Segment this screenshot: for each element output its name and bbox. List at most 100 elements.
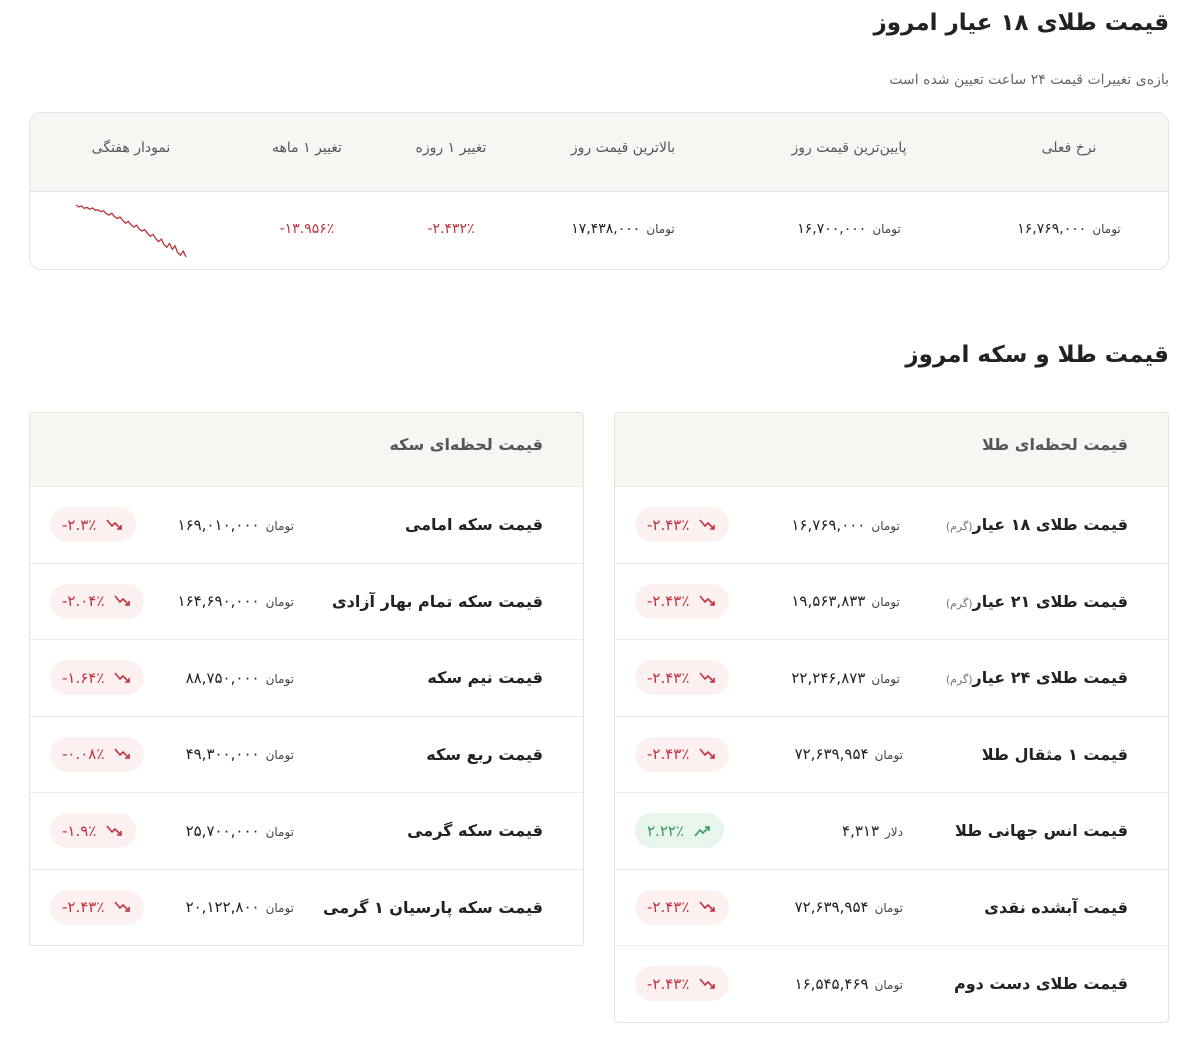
price: ۴,۳۱۳ (842, 821, 880, 840)
arrow-path (106, 518, 123, 530)
down-arrow (114, 671, 131, 683)
change: -۱.۹٪ (62, 821, 97, 840)
change: -۱۳.۹۵۶٪ (279, 221, 335, 237)
change: -۲.۳٪ (62, 515, 97, 534)
down-arrow (699, 901, 716, 912)
change-pill: -۲.۰۴٪ (50, 583, 145, 619)
item-name: قیمت نیم سکه (318, 668, 543, 687)
item-name: قیمت انس جهانی طلا (943, 821, 1128, 840)
price-cell: تومان ۲۵,۷۰۰,۰۰۰ (186, 822, 294, 840)
price-row: قیمت سکه تمام بهار آزادی تومان ۱۶۴,۶۹۰,۰۰۰… (30, 562, 583, 640)
page-title: قیمت طلای ۱۸ عیار امروز (873, 10, 1169, 36)
change-pill: -۲.۴۳٪ (635, 583, 730, 619)
change-pill: -۱.۹٪ (50, 813, 137, 848)
name-text: قیمت آبشده نقدی (984, 897, 1128, 917)
item-name: قیمت سکه پارسیان ۱ گرمی (318, 898, 543, 917)
arrow-path (114, 595, 131, 606)
change-cell: -۲.۴۳۲٪ (346, 221, 556, 237)
change-pill: -۲.۴۳٪ (635, 736, 730, 772)
unit: تومان (265, 595, 294, 610)
price-row: قیمت طلای ۱۸ عیار(گرم) تومان ۱۶,۷۶۹,۰۰۰ -۲.… (615, 486, 1168, 563)
price-row: قیمت طلای دست دوم تومان ۱۶,۵۴۵,۴۶۹ -۲.۴۳٪ (615, 945, 1168, 1022)
down-arrow (699, 748, 716, 759)
price-cell: تومان ۱۶,۷۶۹,۰۰۰ (964, 221, 1168, 237)
item-name: قیمت سکه گرمی (318, 821, 543, 840)
name-text: قیمت سکه پارسیان ۱ گرمی (323, 897, 543, 917)
name-text: قیمت طلای ۱۸ عیار (972, 515, 1128, 535)
item-name: قیمت طلای ۲۴ عیار(گرم) (940, 668, 1128, 687)
change-pill: ۲.۲۲٪ (635, 813, 724, 848)
name-text: قیمت نیم سکه (427, 668, 543, 688)
column-header: پایین‌ترین قیمت روز (791, 140, 907, 156)
down-arrow (114, 595, 131, 606)
price-cell: تومان ۷۲,۶۳۹,۹۵۴ (795, 745, 903, 763)
name-text: قیمت ۱ مثقال طلا (981, 744, 1128, 764)
coin-card: قیمت لحظه‌ای سکه قیمت سکه امامی تومان ۱۶۹,۰… (29, 412, 584, 946)
unit: تومان (265, 748, 294, 763)
arrow-path (114, 671, 131, 683)
price-row: قیمت سکه پارسیان ۱ گرمی تومان ۲۰,۱۲۲,۸۰۰ -۲… (30, 868, 583, 946)
unit: تومان (874, 748, 903, 763)
unit: تومان (874, 901, 903, 916)
price-cell: دلار ۴,۳۱۳ (842, 822, 903, 840)
sparkline (75, 204, 187, 258)
price: ۱۶,۵۴۵,۴۶۹ (794, 974, 869, 993)
price-row: قیمت سکه امامی تومان ۱۶۹,۰۱۰,۰۰۰ -۲.۳٪ (30, 486, 583, 563)
down-arrow (699, 671, 716, 683)
price: ۱۹,۵۶۳,۸۳۳ (791, 592, 866, 611)
price-cell: تومان ۲۰,۱۲۲,۸۰۰ (186, 898, 294, 916)
table-header: نرخ فعلی پایین‌ترین قیمت روز بالاترین قیمت… (30, 113, 1168, 192)
column-header: نمودار هفتگی (91, 140, 171, 156)
price-cell: تومان ۱۶,۷۶۹,۰۰۰ (791, 516, 899, 534)
item-name: قیمت آبشده نقدی (943, 898, 1128, 917)
change-pill: -۲.۴۳٪ (50, 889, 145, 925)
price: ۱۶,۷۰۰,۰۰۰ (797, 221, 867, 237)
price-cell: تومان ۷۲,۶۳۹,۹۵۴ (795, 898, 903, 916)
unit: تومان (874, 977, 903, 992)
change: -۲.۴۳٪ (647, 592, 690, 610)
unit: تومان (871, 671, 900, 686)
arrow-path (114, 901, 131, 912)
change: -۲.۰۴٪ (62, 592, 105, 610)
name-note: (گرم) (945, 520, 973, 534)
name-text: قیمت سکه امامی (404, 515, 543, 535)
arrow-path (694, 825, 710, 837)
price-cell: تومان ۱۶۴,۶۹۰,۰۰۰ (178, 592, 294, 610)
item-name: قیمت ۱ مثقال طلا (943, 745, 1128, 764)
price: ۲۲,۲۴۶,۸۷۳ (791, 668, 866, 687)
up-arrow (694, 825, 710, 837)
gold-card: قیمت لحظه‌ای طلا قیمت طلای ۱۸ عیار(گرم) تو… (614, 412, 1169, 1023)
price-cell: تومان ۱۶,۷۰۰,۰۰۰ (744, 221, 954, 237)
price: ۱۶,۷۶۹,۰۰۰ (1017, 221, 1087, 237)
price-row: قیمت انس جهانی طلا دلار ۴,۳۱۳ ۲.۲۲٪ (615, 792, 1168, 869)
price-table: نرخ فعلی پایین‌ترین قیمت روز بالاترین قیمت… (29, 112, 1169, 270)
change: -۲.۴۳٪ (647, 898, 690, 916)
item-name: قیمت سکه تمام بهار آزادی (318, 592, 543, 611)
change-pill: -۰.۰۸٪ (50, 736, 145, 772)
change: ۲.۲۲٪ (647, 821, 684, 840)
change-cell: -۱۳.۹۵۶٪ (202, 221, 412, 237)
price-row: قیمت ۱ مثقال طلا تومان ۷۲,۶۳۹,۹۵۴ -۲.۴۳٪ (615, 715, 1168, 793)
name-text: قیمت سکه تمام بهار آزادی (331, 591, 543, 611)
change: -۲.۴۳٪ (62, 898, 105, 916)
price: ۱۶,۷۶۹,۰۰۰ (791, 515, 866, 534)
name-text: قیمت طلای ۲۱ عیار (972, 591, 1128, 611)
price: ۷۲,۶۳۹,۹۵۴ (794, 898, 869, 917)
price-row: قیمت طلای ۲۴ عیار(گرم) تومان ۲۲,۲۴۶,۸۷۳ -۲.… (615, 639, 1168, 716)
price-cell: تومان ۸۸,۷۵۰,۰۰۰ (186, 669, 294, 687)
price-row: قیمت آبشده نقدی تومان ۷۲,۶۳۹,۹۵۴ -۲.۴۳٪ (615, 868, 1168, 946)
column-header: بالاترین قیمت روز (570, 140, 676, 156)
item-name: قیمت ربع سکه (318, 745, 543, 764)
change: -۲.۴۳٪ (647, 974, 690, 993)
name-text: قیمت طلای ۲۴ عیار (972, 668, 1128, 688)
down-arrow (114, 748, 131, 759)
card-title: قیمت لحظه‌ای سکه (30, 413, 583, 486)
item-name: قیمت طلای ۲۱ عیار(گرم) (940, 592, 1128, 611)
down-arrow (699, 595, 716, 606)
price-cell: تومان ۱۹,۵۶۳,۸۳۳ (791, 592, 899, 610)
change: -۲.۴۳٪ (647, 745, 690, 763)
arrow-path (699, 595, 716, 606)
arrow-path (106, 824, 123, 836)
down-arrow (114, 901, 131, 912)
